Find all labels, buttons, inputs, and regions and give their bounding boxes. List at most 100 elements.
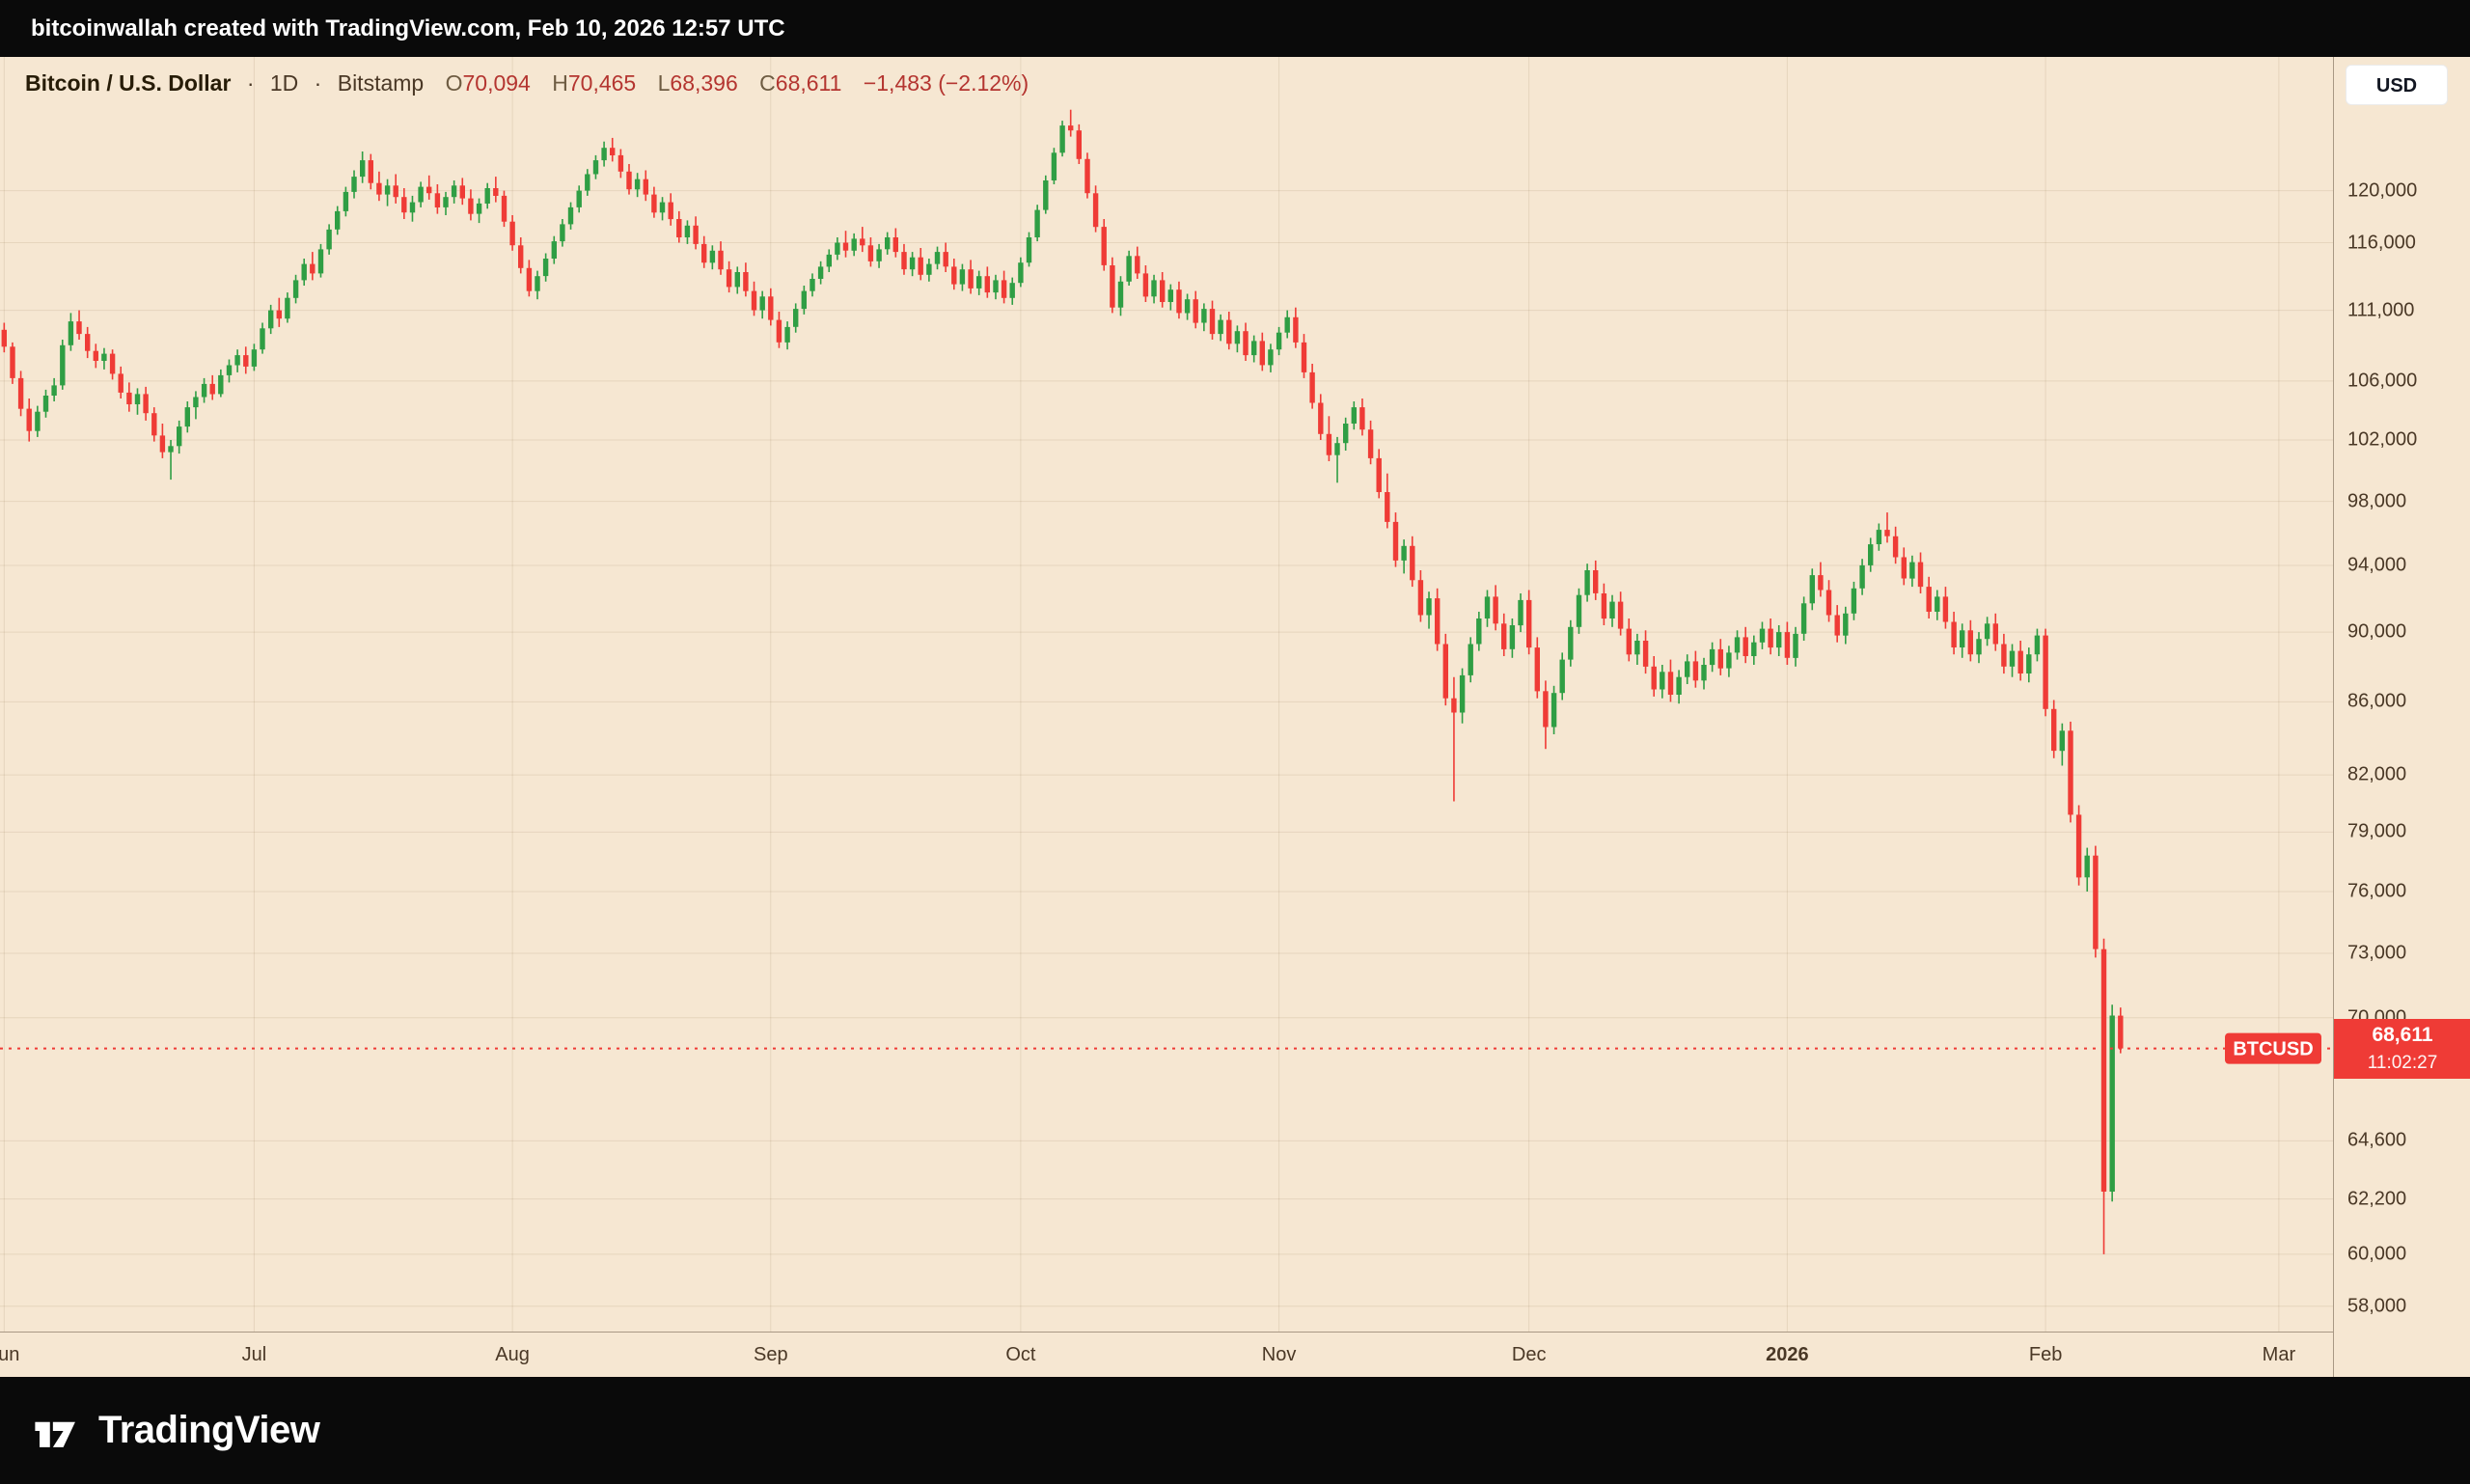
price-tick-label: 82,000 [2347,763,2407,785]
candle [1743,626,1748,664]
price-tick-label: 120,000 [2347,179,2418,202]
candle [2026,647,2032,683]
candle [1768,618,1773,655]
candle [1026,232,1032,267]
candle [1259,332,1265,371]
candle [1193,290,1198,329]
candle [1701,657,1707,690]
candle [1793,626,1798,667]
candle [1334,436,1340,483]
candle [1476,612,1482,651]
low-label: L [657,70,671,96]
candle [676,210,682,243]
candle [2009,644,2016,677]
candle [1951,612,1957,655]
candle [1642,630,1649,674]
candle [1534,637,1540,699]
candle [951,259,957,290]
candle [209,374,215,400]
candle [76,310,82,340]
candle [393,174,398,204]
candle [1009,277,1015,305]
brand-footer[interactable]: TradingView [0,1377,2470,1484]
candle [1234,325,1241,353]
candle [2093,845,2099,958]
candle [1776,625,1782,656]
candle [610,137,616,162]
interval-label: 1D [269,70,299,96]
candle [1359,398,1365,436]
candle [1576,588,1582,634]
candle [1884,512,1890,543]
candle [251,344,258,371]
candle [1984,617,1990,646]
candle [693,216,699,250]
chart-region: BTCUSD Bitcoin / U.S. Dollar · 1D · Bits… [0,57,2470,1377]
candle [343,186,349,217]
candle [2075,805,2082,886]
chart-pane[interactable]: BTCUSD [0,57,2333,1332]
candle [2034,628,2041,662]
candle [118,366,124,398]
month-label: 2026 [1766,1344,1809,1365]
candle [1501,613,1507,656]
candle [1167,284,1173,311]
candle [285,292,290,323]
chart-legend[interactable]: Bitcoin / U.S. Dollar · 1D · Bitstamp O7… [25,70,1029,96]
candle [68,313,74,351]
candle [1068,109,1074,137]
exchange-label: Bitstamp [337,70,425,96]
candle [585,169,590,196]
price-tick-label: 76,000 [2347,880,2407,902]
candle [576,185,582,213]
candle [201,377,207,403]
price-tick-label: 73,000 [2347,942,2407,964]
candle [1892,526,1899,564]
candle [918,248,923,281]
candle [1034,205,1040,242]
high-label: H [552,70,568,96]
candle [434,184,441,214]
candle [10,342,15,384]
candle [134,388,141,415]
price-axis[interactable]: USD 68,611 11:02:27 120,000 116,000 111,00… [2333,57,2470,1377]
close-value: 68,611 [775,70,842,96]
symbol-price-chip-label: BTCUSD [2233,1039,2313,1060]
candle [1868,537,1874,572]
close-label: C [759,70,776,96]
candle [718,241,724,275]
candle [1018,257,1024,288]
price-tick-label: 58,000 [2347,1295,2407,1317]
candle [151,407,157,442]
candle [842,231,849,258]
month-label: Oct [1005,1344,1036,1365]
candle [177,420,182,454]
candle [501,190,508,228]
change-value: −1,483 (−2.12%) [863,70,1029,96]
tradingview-logo-icon [35,1421,75,1447]
candle [2100,938,2107,1254]
candle [1401,539,1407,574]
candle [684,220,691,244]
candle [1293,307,1299,348]
candle [1084,152,1090,199]
candle [826,249,832,272]
candle [1960,623,1965,658]
candle [1,322,8,353]
candle [1392,512,1399,567]
candle [476,198,482,224]
candle [35,405,41,437]
month-label: Sep [754,1344,788,1365]
candle [1518,593,1523,633]
candle [743,262,749,297]
symbol-price-chip [2225,1032,2321,1064]
candle [1593,560,1599,600]
candle [418,181,424,207]
candle [1184,293,1191,320]
candle [759,290,765,319]
candle [1092,185,1099,233]
candle [218,369,224,398]
candle [1410,536,1415,588]
currency-usd-button[interactable]: USD [2346,65,2448,105]
time-axis[interactable]: Jun Jul Aug Sep Oct Nov Dec 2026 Feb Mar [0,1333,2333,1377]
